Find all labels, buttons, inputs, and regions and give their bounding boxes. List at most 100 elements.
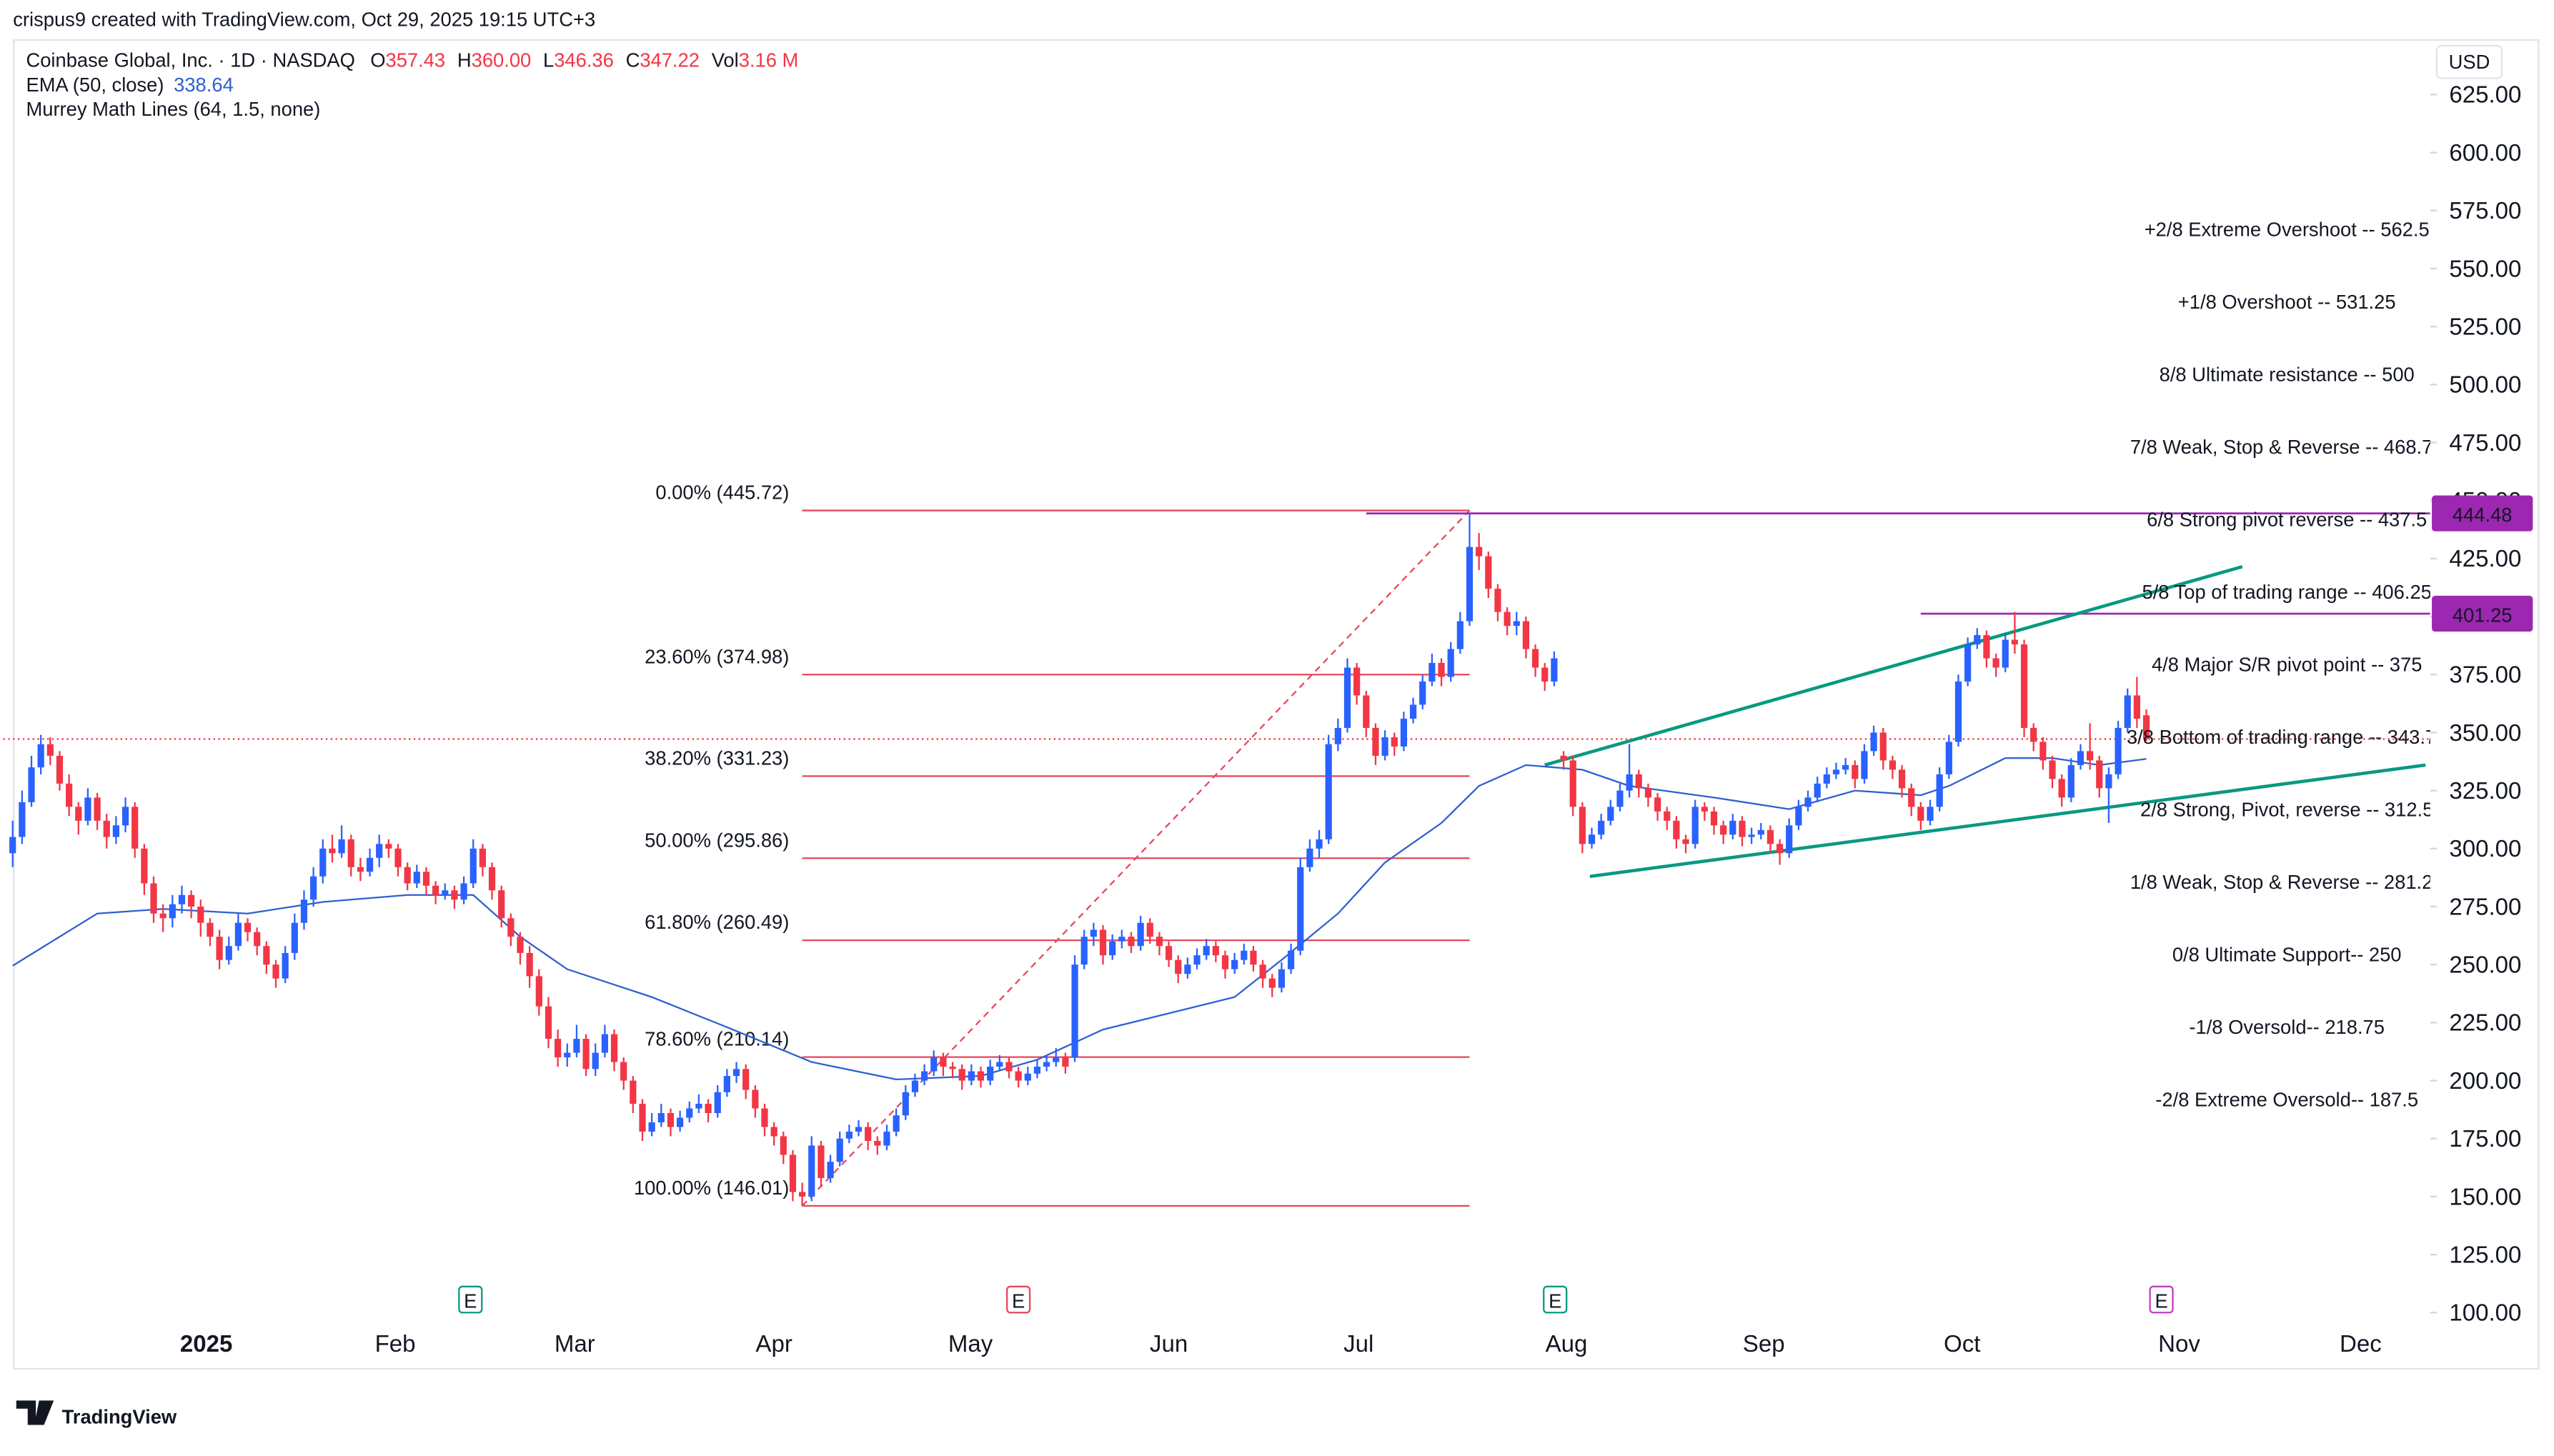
candle-body xyxy=(2096,760,2103,789)
candle-body xyxy=(1729,820,1736,835)
candle-body xyxy=(188,894,195,907)
x-tick-label: Dec xyxy=(2340,1331,2382,1357)
candle-body xyxy=(319,848,327,877)
candle-body xyxy=(1005,1062,1013,1072)
y-tick-label: 275.00 xyxy=(2449,894,2521,920)
candle-body xyxy=(488,867,496,891)
candle-body xyxy=(1870,732,1877,752)
candle-body xyxy=(1541,667,1549,682)
candle-body xyxy=(714,1092,721,1113)
candle-body xyxy=(1259,964,1266,979)
candle-body xyxy=(1071,964,1078,1058)
candle-body xyxy=(1513,621,1520,627)
candle-body xyxy=(1710,811,1718,826)
candle-body xyxy=(422,872,430,886)
fib-label: 78.60% (210.14) xyxy=(645,1028,789,1050)
candle-body xyxy=(592,1052,599,1069)
y-tick-label: 600.00 xyxy=(2449,140,2521,166)
candle-body xyxy=(1898,769,1906,789)
murrey-label: 6/8 Strong pivot reverse -- 437.5 xyxy=(2147,509,2427,531)
candle-body xyxy=(1616,790,1624,807)
murrey-legend: Murrey Math Lines (64, 1.5, none) xyxy=(26,98,320,120)
candle-body xyxy=(2124,695,2131,728)
legend-row: Coinbase Global, Inc. · 1D · NASDAQ O357… xyxy=(26,49,798,71)
candle-body xyxy=(234,922,242,947)
x-tick-label: Aug xyxy=(1546,1331,1588,1357)
symbol-title: Coinbase Global, Inc. · 1D · NASDAQ xyxy=(26,49,354,71)
candle-body xyxy=(1879,732,1887,761)
earnings-marker[interactable] xyxy=(2149,1285,2174,1314)
currency[interactable]: USD xyxy=(2449,51,2490,73)
candle-body xyxy=(987,1067,994,1081)
candle-body xyxy=(498,890,505,919)
candle-body xyxy=(2087,751,2094,761)
candle-body xyxy=(37,744,44,768)
y-tick-label: 175.00 xyxy=(2449,1126,2521,1152)
candle-body xyxy=(1372,727,1379,756)
trend-line xyxy=(1589,763,2426,879)
candle-body xyxy=(1842,764,1849,770)
candle-body xyxy=(121,807,129,826)
candle-body xyxy=(827,1162,834,1178)
candle-body xyxy=(169,904,176,919)
candle-body xyxy=(1175,959,1182,974)
candle-body xyxy=(1635,774,1642,789)
earnings-label: E xyxy=(1012,1290,1025,1312)
candle-body xyxy=(28,767,35,802)
currency-box[interactable] xyxy=(2435,44,2503,79)
x-tick-label: Oct xyxy=(1944,1331,1980,1357)
candle-body xyxy=(442,890,449,895)
candle-body xyxy=(84,797,91,821)
candle-body xyxy=(338,839,345,854)
candle-body xyxy=(1250,950,1257,965)
murrey-label: 3/8 Bottom of trading range -- 343.75 xyxy=(2127,726,2447,748)
candle-body xyxy=(1033,1067,1041,1074)
candle-body xyxy=(1917,807,1924,821)
candle-body xyxy=(911,1080,919,1092)
earnings-marker[interactable] xyxy=(1006,1285,1031,1314)
murrey-label: 2/8 Strong, Pivot, reverse -- 312.5 xyxy=(2140,799,2433,821)
candle-body xyxy=(254,932,261,947)
candle-body xyxy=(1090,929,1097,937)
candle-body xyxy=(1080,937,1088,965)
candle-body xyxy=(555,1039,562,1058)
candle-body xyxy=(1184,964,1191,974)
candle-body xyxy=(150,883,157,914)
candle-body xyxy=(131,807,139,849)
candle-body xyxy=(1221,955,1229,969)
candle-body xyxy=(2133,695,2140,719)
candle-body xyxy=(1334,727,1341,744)
candle-body xyxy=(112,825,120,837)
price-tag-label: 401.25 xyxy=(2453,604,2513,626)
brand-logo: TradingView xyxy=(16,1400,177,1427)
ohlc-value: 3.16 M xyxy=(739,49,799,71)
candle-body xyxy=(376,844,383,858)
candle-body xyxy=(159,913,167,919)
candle-body xyxy=(1391,737,1398,747)
candle-body xyxy=(66,783,73,807)
candle-body xyxy=(1954,681,1962,742)
y-tick-label: 475.00 xyxy=(2449,430,2521,457)
price-tag xyxy=(2432,595,2533,632)
candle-body xyxy=(535,976,542,1007)
earnings-marker[interactable] xyxy=(1543,1285,1568,1314)
candle-body xyxy=(1644,788,1652,798)
candle-body xyxy=(413,872,420,884)
fib-label: 0.00% (445.72) xyxy=(655,482,789,504)
candle-body xyxy=(1137,922,1144,947)
candle-body xyxy=(1128,937,1135,947)
candle-body xyxy=(1974,635,1981,644)
candle-body xyxy=(893,1115,900,1132)
candle-body xyxy=(874,1140,881,1146)
earnings-label: E xyxy=(464,1290,477,1312)
x-tick-label: Sep xyxy=(1743,1331,1785,1357)
murrey-label: 4/8 Major S/R pivot point -- 375 xyxy=(2152,654,2422,676)
candle-body xyxy=(752,1089,759,1109)
y-tick-label: 325.00 xyxy=(2449,778,2521,804)
y-tick-label: 100.00 xyxy=(2449,1300,2521,1327)
candle-body xyxy=(818,1145,825,1178)
candle-body xyxy=(1786,825,1793,854)
fib-label: 100.00% (146.01) xyxy=(634,1177,789,1199)
candle-body xyxy=(1231,959,1238,969)
earnings-marker[interactable] xyxy=(458,1285,483,1314)
